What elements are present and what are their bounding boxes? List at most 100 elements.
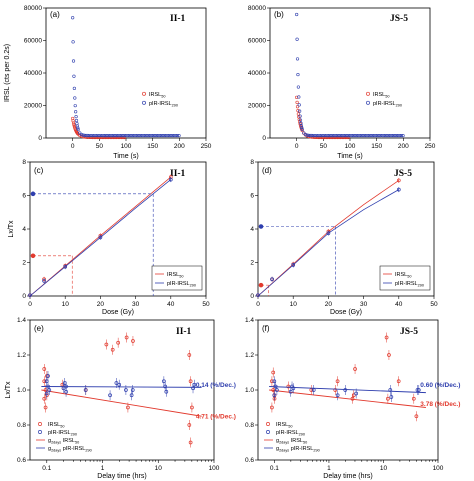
x-ticks: 0.1 1 10 100 <box>42 460 220 472</box>
panel-label: (a) <box>50 10 60 19</box>
panel-label: (b) <box>274 10 284 19</box>
sample-label: JS-5 <box>390 14 408 24</box>
x-axis-label: Delay time (hrs) <box>97 473 146 480</box>
y-axis-label: IRSL (cts per 0.2s) <box>4 44 11 102</box>
data-point <box>305 133 309 137</box>
data-point <box>380 133 384 138</box>
x-tick-label: 1 <box>327 465 331 472</box>
data-point <box>42 379 47 384</box>
x-tick-label: 100 <box>345 143 356 150</box>
x-tick-label: 30 <box>132 301 140 308</box>
data-point <box>340 133 344 138</box>
legend-label: IRSL50 <box>395 272 411 279</box>
data-point <box>339 133 343 138</box>
data-point <box>71 40 75 44</box>
data-point <box>358 133 362 138</box>
data-point <box>295 57 300 61</box>
data-point <box>390 133 394 138</box>
fading-rate-annotation: 4.71 (%/Dec.) <box>196 413 236 420</box>
data-point <box>131 133 135 138</box>
x-tick-label: 0.1 <box>270 465 279 472</box>
x-tick-label: 50 <box>202 301 210 308</box>
legend-label: pIR-IRSL290 <box>167 281 196 288</box>
data-point <box>127 133 132 138</box>
data-point <box>123 135 127 140</box>
fading-rate-annotation: 3.78 (%/Dec.) <box>420 401 460 408</box>
data-point <box>95 135 100 140</box>
data-point <box>311 133 316 138</box>
data-point <box>84 133 88 138</box>
y-tick-label: 2 <box>250 260 254 267</box>
fit-curve <box>257 189 399 297</box>
data-point <box>97 133 101 138</box>
data-marks <box>28 174 173 298</box>
data-point <box>326 133 330 138</box>
sample-label: II-1 <box>170 14 186 24</box>
x-ticks: 0 10 20 30 40 50 <box>256 296 438 308</box>
data-point <box>145 133 149 138</box>
x-tick-label: 0 <box>295 143 299 150</box>
data-point <box>161 133 165 138</box>
data-point <box>44 379 49 384</box>
data-point <box>323 133 327 138</box>
data-point <box>147 133 151 138</box>
legend-marker <box>142 100 146 105</box>
data-point <box>295 95 299 99</box>
data-point <box>295 37 299 41</box>
data-point <box>140 133 144 138</box>
data-point <box>119 133 124 138</box>
y-tick-label: 80000 <box>248 5 266 12</box>
data-point <box>396 178 401 183</box>
data-point <box>192 382 197 387</box>
data-point <box>384 335 389 340</box>
data-point <box>416 388 421 392</box>
data-point <box>315 133 319 138</box>
data-point <box>121 133 125 138</box>
data-point <box>272 393 277 398</box>
data-point <box>386 396 390 401</box>
data-point <box>340 135 344 140</box>
data-point <box>356 133 360 138</box>
data-point <box>164 389 169 394</box>
data-point <box>389 395 394 399</box>
y-tick-label: 2 <box>22 260 26 267</box>
data-point <box>286 384 291 389</box>
data-point <box>333 388 338 392</box>
data-point <box>366 133 370 138</box>
data-point <box>111 135 116 140</box>
x-tick-label: 10 <box>62 301 70 308</box>
data-marks <box>256 177 401 298</box>
panel-a: (a) II-1 Time (s) IRSL (cts per 0.2s) 0 5… <box>4 5 212 160</box>
data-point <box>43 405 48 410</box>
legend-marker <box>366 100 370 105</box>
data-point <box>71 59 76 63</box>
sample-label: JS-5 <box>400 327 418 337</box>
data-point <box>132 133 136 138</box>
data-point <box>107 133 111 138</box>
data-point <box>303 132 308 137</box>
y-tick-label: 0 <box>38 135 42 142</box>
data-point <box>298 114 302 118</box>
x-tick-label: 100 <box>433 465 444 472</box>
x-axis-label: Dose (Gy) <box>102 309 134 316</box>
x-tick-label: 40 <box>167 301 175 308</box>
sample-label: JS-5 <box>394 169 412 179</box>
data-point <box>116 135 120 140</box>
legend-box <box>379 265 431 291</box>
data-point <box>89 133 93 138</box>
legend-marker <box>366 91 370 96</box>
data-point <box>411 396 416 401</box>
data-point <box>108 135 112 140</box>
data-marks <box>295 12 405 140</box>
data-point <box>47 388 52 392</box>
data-point <box>76 126 80 130</box>
data-point <box>324 135 328 140</box>
fading-fit-line <box>269 386 426 394</box>
data-point <box>113 135 117 140</box>
data-point <box>348 133 352 138</box>
data-point <box>62 381 67 385</box>
data-point <box>321 135 325 140</box>
y-tick-label: 20000 <box>248 103 266 110</box>
data-point <box>99 133 103 138</box>
data-point <box>87 135 92 140</box>
